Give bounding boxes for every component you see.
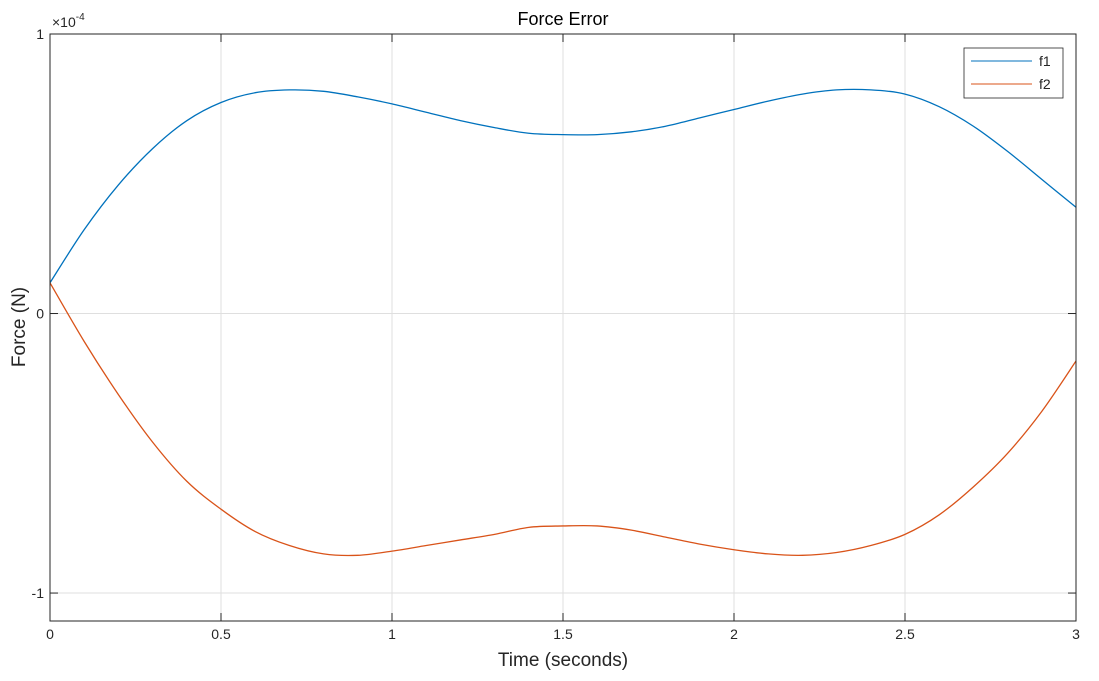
x-tick-label: 1.5 [553, 626, 573, 642]
series-line-f1 [49, 88, 1077, 284]
y-exponent-label: ×10-4 [52, 12, 85, 30]
y-tick-label: -1 [32, 585, 45, 601]
legend-box [963, 47, 1064, 99]
chart-title: Force Error [517, 9, 608, 29]
x-tick-label: 0 [46, 626, 54, 642]
x-axis-title: Time (seconds) [498, 650, 628, 671]
x-tick-label: 2.5 [895, 626, 915, 642]
x-tick-label: 1 [388, 626, 396, 642]
y-axis-title: Force (N) [9, 287, 30, 367]
x-tick-label: 0.5 [211, 626, 231, 642]
legend-label-f1: f1 [1039, 53, 1051, 69]
series-line-f2 [49, 282, 1077, 557]
grid [50, 34, 1076, 621]
x-tick-label: 3 [1072, 626, 1080, 642]
y-tick-label: 1 [36, 26, 44, 42]
x-tick-label: 2 [730, 626, 738, 642]
series-lines [49, 88, 1077, 557]
y-tick-label: 0 [36, 306, 44, 322]
legend: f1 f2 [963, 47, 1064, 99]
legend-label-f2: f2 [1039, 76, 1051, 92]
axis-ticks: 0 0.5 1 1.5 2 2.5 3 -1 0 1 [32, 26, 1081, 642]
